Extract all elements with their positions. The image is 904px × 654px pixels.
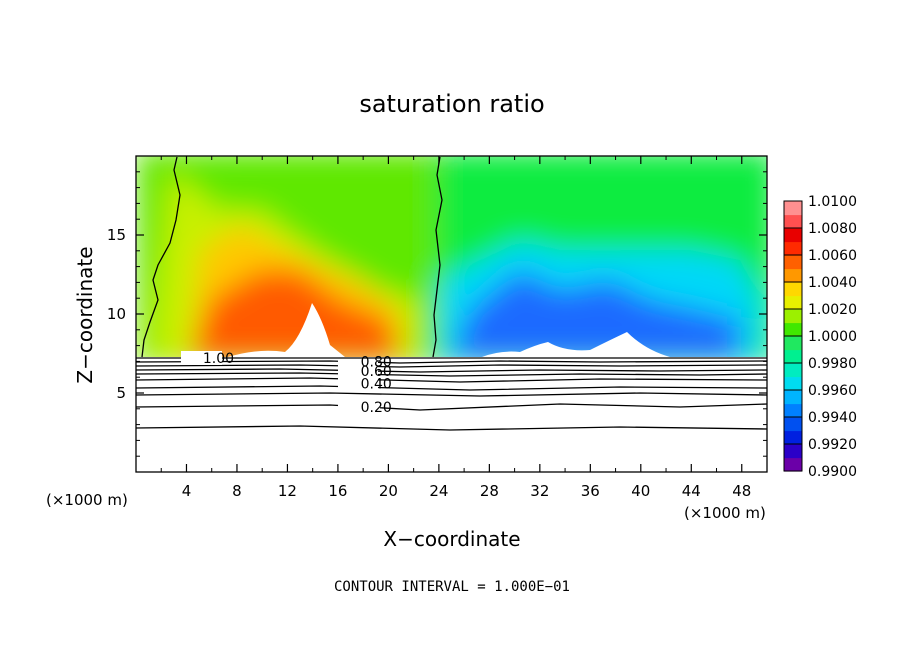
contour-line (136, 425, 767, 431)
x-tick-label: 20 (379, 482, 398, 500)
white-region (482, 332, 670, 357)
colorbar-label: 0.9940 (808, 410, 857, 426)
colorbar-label: 1.0080 (808, 221, 857, 237)
x-tick-label: 8 (232, 482, 242, 500)
contour-line-0-40 (136, 385, 767, 391)
colorbar-segment (784, 336, 802, 351)
colorbar-segment (784, 201, 802, 216)
colorbar-segment (784, 214, 802, 229)
colorbar-segment (784, 295, 802, 310)
colorbar-label: 1.0000 (808, 329, 857, 345)
contour-label: 0.20 (361, 400, 392, 416)
y-tick-label: 15 (107, 226, 126, 244)
colorbar-label: 0.9960 (808, 383, 857, 399)
x-tick-label: 40 (631, 482, 650, 500)
chart-title: saturation ratio (359, 90, 544, 118)
colorbar-segment (784, 349, 802, 364)
contour-line-0-80 (136, 372, 767, 377)
white-region (228, 303, 345, 357)
colorbar-segment (784, 309, 802, 324)
contour-interval-note: CONTOUR INTERVAL = 1.000E−01 (334, 579, 570, 595)
colorbar-segment (784, 430, 802, 445)
colorbar-segment (784, 363, 802, 378)
plot-area (136, 156, 767, 472)
colorbar-label: 1.0020 (808, 302, 857, 318)
x-tick-label: 48 (732, 482, 751, 500)
contour-lines (136, 156, 767, 431)
contour-line-1-00 (432, 156, 443, 358)
y-tick-label: 5 (116, 384, 126, 402)
contour-label: 0.40 (361, 377, 392, 393)
contour-label: 0.80 (361, 354, 392, 370)
x-tick-label: 24 (429, 482, 448, 500)
colorbar-segment (784, 457, 802, 472)
colorbar-segment (784, 255, 802, 270)
colorbar-label: 1.0040 (808, 275, 857, 291)
contour-line-1-00 (141, 156, 181, 358)
saturation-field (136, 156, 767, 357)
colorbar-label: 0.9920 (808, 437, 857, 453)
colorbar-segment (784, 376, 802, 391)
x-tick-label: 36 (581, 482, 600, 500)
x-tick-label: 12 (278, 482, 297, 500)
contour-line (136, 392, 767, 397)
contour-label: 0.60 (361, 364, 392, 380)
colorbar-label: 0.9900 (808, 464, 857, 480)
contour-label: 1.00 (203, 351, 234, 367)
colorbar-segment (784, 268, 802, 283)
y-axis: 5 10 15 (107, 171, 767, 457)
contour-line (136, 368, 767, 373)
x-tick-label: 32 (530, 482, 549, 500)
colorbar-segment (784, 444, 802, 459)
x-tick-label: 4 (182, 482, 192, 500)
x-axis-title: X−coordinate (383, 527, 520, 551)
y-axis-title: Z−coordinate (73, 246, 97, 383)
colorbar-segment (784, 322, 802, 337)
colorbar: 1.0100 1.0080 1.0060 1.0040 1.0020 1.0000 0.99… (783, 194, 857, 480)
x-unit-label-right: (×1000 m) (684, 504, 766, 522)
contour-line (136, 364, 767, 368)
x-unit-label-left: (×1000 m) (46, 491, 128, 509)
colorbar-segment (784, 228, 802, 243)
colorbar-segment (784, 417, 802, 432)
contour-line-0-60 (136, 377, 767, 383)
contour-line-0-20 (136, 403, 767, 411)
colorbar-segment (784, 241, 802, 256)
x-tick-label: 44 (682, 482, 701, 500)
colorbar-label: 0.9980 (808, 356, 857, 372)
colorbar-segment (784, 390, 802, 405)
colorbar-segment (784, 282, 802, 297)
x-tick-label: 16 (328, 482, 347, 500)
colorbar-label: 1.0100 (808, 194, 857, 210)
contour-line (136, 360, 767, 364)
colorbar-label: 1.0060 (808, 248, 857, 264)
x-tick-label: 28 (480, 482, 499, 500)
contour-label-masks (181, 351, 380, 412)
y-tick-label: 10 (107, 305, 126, 323)
colorbar-segment (784, 403, 802, 418)
x-axis: 4 8 12 16 20 24 28 32 36 40 44 48 (160, 156, 751, 500)
contour-labels: 1.00 0.800.600.40 0.20 (203, 351, 392, 416)
